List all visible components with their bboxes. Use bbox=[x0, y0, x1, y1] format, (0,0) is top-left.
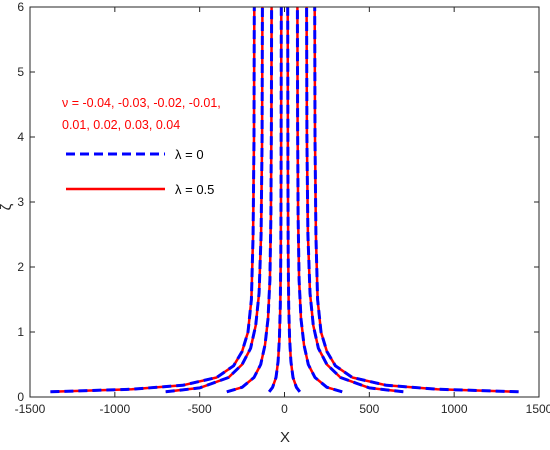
legend: λ = 0 λ = 0.5 bbox=[66, 147, 214, 197]
annotation-line-1: ν = -0.04, -0.03, -0.02, -0.01, bbox=[62, 96, 221, 110]
x-tick-label: 500 bbox=[359, 402, 379, 416]
series-line-nu--0.03-lambda-0 bbox=[165, 7, 264, 394]
legend-label-lambda-0: λ = 0 bbox=[175, 147, 204, 162]
y-tick-label: 3 bbox=[17, 195, 24, 209]
y-axis-ticks: 0 1 2 3 4 5 6 bbox=[17, 0, 539, 404]
x-tick-label: 1000 bbox=[441, 402, 468, 416]
series-line-nu--0.02-lambda-0 bbox=[226, 7, 274, 394]
x-tick-label: -1000 bbox=[99, 402, 130, 416]
series-line-nu--0.04-lambda-0 bbox=[50, 7, 256, 394]
series-line-nu-0.02-lambda-0 bbox=[295, 7, 343, 394]
series-line-nu-0.01-lambda-0 bbox=[286, 7, 301, 393]
x-axis-label: X bbox=[280, 429, 290, 446]
plot-area bbox=[30, 7, 539, 397]
x-tick-label: 0 bbox=[281, 402, 288, 416]
x-tick-label: 1500 bbox=[526, 402, 550, 416]
parameter-annotation: ν = -0.04, -0.03, -0.02, -0.01, 0.01, 0.… bbox=[62, 96, 221, 132]
series-line-nu-0.04-lambda-0 bbox=[313, 7, 519, 394]
series-line-nu-0.03-lambda-0 bbox=[305, 7, 404, 394]
y-tick-label: 1 bbox=[17, 325, 24, 339]
y-tick-label: 0 bbox=[17, 390, 24, 404]
series-line-nu--0.01-lambda-0 bbox=[268, 7, 283, 393]
x-tick-label: -500 bbox=[188, 402, 212, 416]
y-tick-label: 2 bbox=[17, 260, 24, 274]
y-tick-label: 6 bbox=[17, 0, 24, 14]
y-tick-label: 5 bbox=[17, 65, 24, 79]
annotation-line-2: 0.01, 0.02, 0.03, 0.04 bbox=[62, 118, 180, 132]
y-axis-label: ζ bbox=[0, 203, 15, 210]
legend-label-lambda-0.5: λ = 0.5 bbox=[175, 182, 214, 197]
y-tick-label: 4 bbox=[17, 130, 24, 144]
series-layer bbox=[50, 7, 519, 394]
x-axis-ticks: -1500 -1000 -500 0 500 1000 1500 bbox=[15, 7, 550, 416]
x-tick-label: -1500 bbox=[15, 402, 46, 416]
